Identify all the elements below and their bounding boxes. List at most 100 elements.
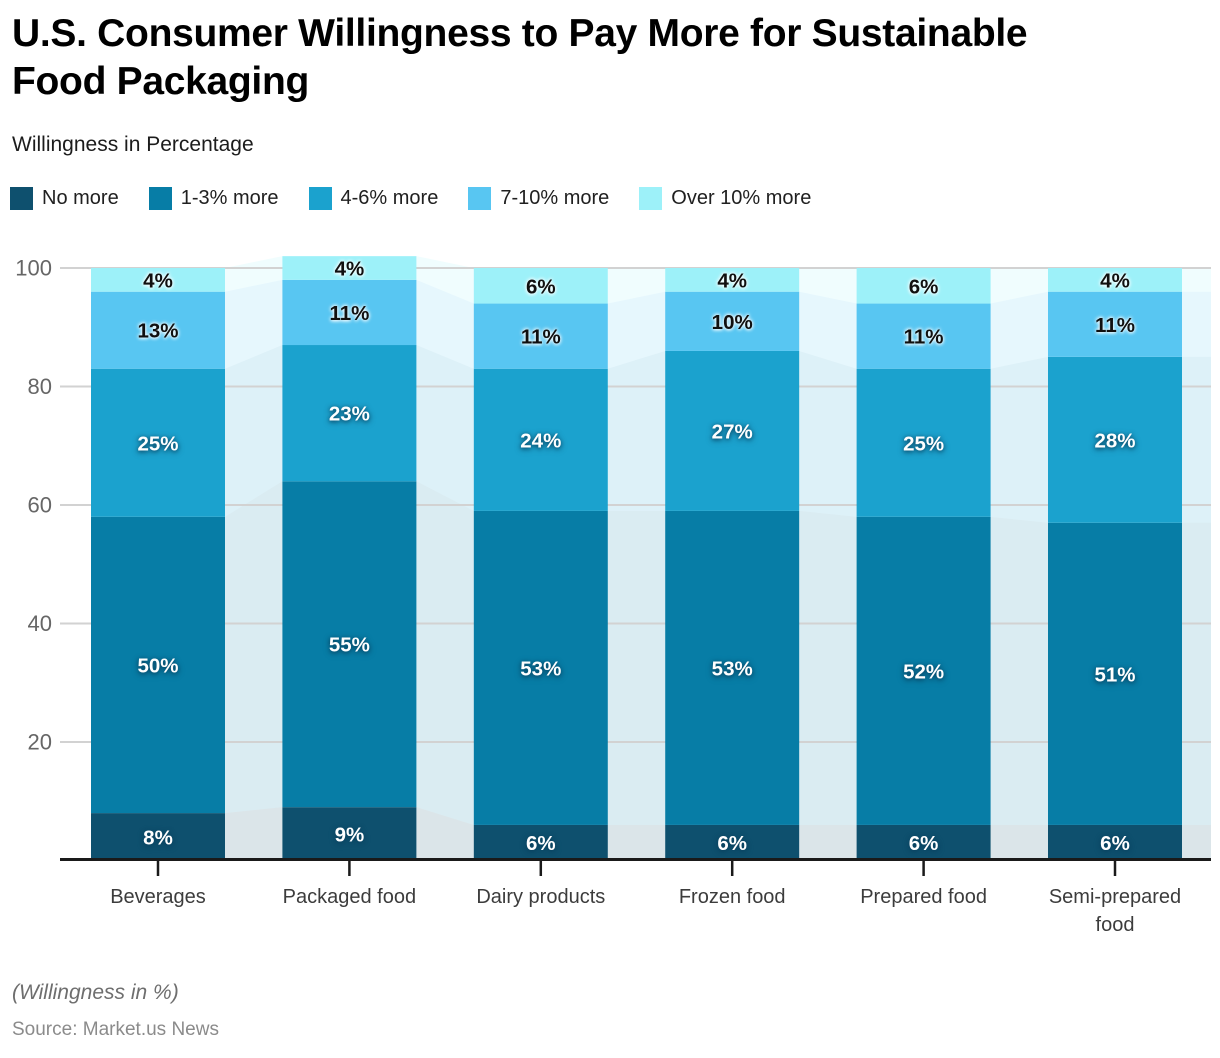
bar-segment	[856, 824, 991, 861]
connector-band	[416, 279, 474, 369]
bar-value-label: 25%	[903, 432, 944, 455]
connector-band	[799, 350, 857, 517]
y-tick-label: 80	[28, 374, 52, 399]
connector-band	[1182, 356, 1211, 523]
bar-value-label: 50%	[137, 654, 178, 677]
category-label: Beverages	[110, 886, 206, 908]
connector-band	[225, 807, 283, 861]
connector-band	[990, 516, 1048, 825]
footer-note: (Willingness in %)	[12, 981, 179, 1004]
connector-band	[1182, 268, 1211, 292]
bar-segment	[282, 279, 417, 346]
bar-value-label: 4%	[335, 258, 365, 281]
connector-band	[416, 807, 474, 861]
legend-item-1-3-more: 1-3% more	[148, 187, 279, 210]
bar-value-label: 11%	[329, 302, 369, 325]
category-label: Frozen food	[679, 886, 786, 908]
legend-swatch-no-more	[10, 187, 33, 210]
bar-segment	[91, 516, 225, 814]
connector-band	[607, 268, 666, 304]
legend-label: Over 10% more	[671, 187, 812, 209]
bar-value-label: 23%	[329, 403, 370, 426]
bar-segment	[473, 824, 608, 861]
bar-value-label: 4%	[717, 269, 747, 292]
bar-segment	[91, 268, 225, 292]
source-credit: Source: Market.us News	[12, 1019, 219, 1040]
category-label: Packaged food	[283, 886, 416, 908]
connector-band	[607, 824, 666, 861]
bar-value-label: 6%	[909, 275, 939, 298]
bar-value-label: 53%	[520, 657, 561, 680]
bar-segment	[282, 807, 417, 861]
title-line-2: Food Packaging	[12, 60, 310, 103]
bar-value-label: 11%	[904, 326, 944, 349]
category-label: Prepared food	[860, 886, 987, 908]
page-title: U.S. Consumer Willingness to Pay More fo…	[12, 10, 1202, 106]
connector-band	[799, 268, 857, 304]
bar-segment	[856, 516, 991, 825]
chart-legend: No more 1-3% more 4-6% more 7-10% more O…	[10, 187, 811, 210]
bar-segment	[473, 368, 608, 511]
bar-segment	[91, 813, 225, 861]
connector-band	[990, 268, 1048, 304]
bar-value-label: 6%	[909, 832, 939, 855]
connector-band	[607, 510, 666, 825]
bar-value-label: 6%	[717, 832, 747, 855]
bar-segment	[665, 510, 800, 825]
bar-segment	[91, 368, 225, 517]
bar-value-label: 27%	[712, 420, 753, 443]
connector-band	[799, 510, 857, 825]
bar-segment	[1048, 824, 1182, 861]
connector-band	[607, 350, 666, 511]
bar-value-label: 51%	[1094, 663, 1135, 686]
y-tick-label: 60	[28, 493, 52, 518]
connector-band	[799, 291, 857, 369]
connector-band	[225, 279, 283, 369]
legend-label: No more	[42, 187, 119, 209]
legend-item-4-6-more: 4-6% more	[308, 187, 439, 210]
legend-swatch-over-10-more	[639, 187, 663, 210]
bar-value-label: 53%	[712, 657, 753, 680]
bar-value-label: 9%	[335, 823, 365, 846]
bar-segment	[665, 350, 800, 511]
connector-band	[1182, 522, 1211, 825]
connector-band	[225, 345, 283, 517]
y-tick-label: 40	[28, 611, 52, 636]
bar-segment	[473, 510, 608, 825]
bar-value-label: 8%	[143, 826, 173, 849]
connector-band	[990, 356, 1048, 523]
legend-item-over-10-more: Over 10% more	[639, 187, 811, 210]
bar-segment	[1048, 522, 1182, 825]
y-tick-label: 20	[28, 730, 52, 755]
category-label: Semi-prepared	[1049, 886, 1181, 908]
bar-value-label: 11%	[521, 326, 561, 349]
category-label: food	[1096, 914, 1135, 936]
bar-segment	[473, 268, 608, 304]
bar-segment	[856, 303, 991, 369]
connector-band	[225, 256, 283, 292]
bar-segment	[282, 345, 417, 482]
connector-band	[799, 824, 857, 861]
bar-value-label: 28%	[1094, 429, 1135, 452]
bar-segment	[665, 824, 800, 861]
bar-value-label: 24%	[520, 429, 561, 452]
bar-value-label: 6%	[526, 832, 556, 855]
bar-segment	[665, 291, 800, 351]
legend-item-7-10-more: 7-10% more	[468, 187, 609, 210]
chart-subtitle: Willingness in Percentage	[12, 133, 254, 156]
legend-swatch-1-3-more	[148, 187, 172, 210]
legend-swatch-7-10-more	[468, 187, 492, 210]
bar-value-label: 11%	[1095, 314, 1135, 337]
connector-band	[990, 291, 1048, 369]
bar-value-label: 25%	[137, 432, 178, 455]
connector-band	[990, 824, 1048, 861]
bar-segment	[91, 291, 225, 369]
y-tick-label: 100	[15, 256, 52, 281]
connector-band	[416, 481, 474, 825]
bar-segment	[473, 303, 608, 369]
legend-label: 4-6% more	[340, 187, 439, 209]
title-line-1: U.S. Consumer Willingness to Pay More fo…	[12, 12, 1028, 55]
bar-segment	[856, 268, 991, 304]
